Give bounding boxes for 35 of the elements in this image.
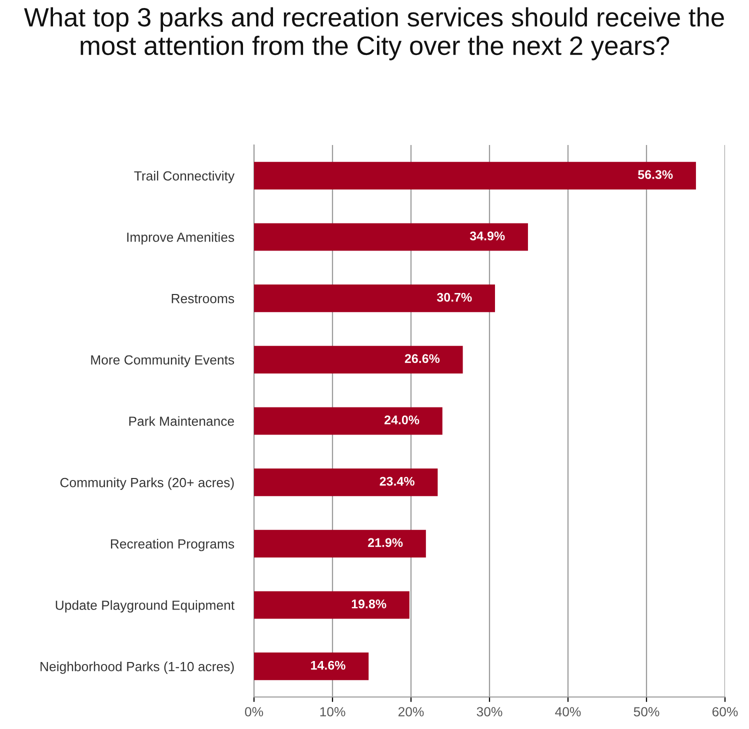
- data-label: 19.8%: [352, 600, 386, 608]
- data-label: 26.6%: [404, 354, 440, 364]
- bar: [254, 223, 528, 251]
- y-tick-label: Park Maintenance: [129, 416, 234, 426]
- bar: [254, 284, 495, 312]
- bar: [254, 162, 696, 190]
- bar: [254, 652, 369, 680]
- x-tick-label: 20%: [398, 707, 424, 716]
- x-tick-label: 30%: [476, 707, 502, 716]
- x-tick-label: 60%: [712, 707, 738, 716]
- data-label: 24.0%: [384, 416, 420, 424]
- x-tick-label: 10%: [320, 707, 346, 716]
- data-label: 34.9%: [470, 232, 505, 240]
- bar: [254, 407, 442, 435]
- y-tick-label: Improve Amenities: [127, 232, 234, 245]
- chart-title: What top 3 parks and recreation services should receive the most attention from the City over the next 2 years?: [24, 7, 724, 60]
- y-tick-label: Recreation Programs: [110, 538, 234, 552]
- x-tick-label: 50%: [634, 707, 660, 716]
- y-tick-label: Neighborhood Parks (1-10 acres): [40, 662, 234, 674]
- bar: [254, 530, 426, 558]
- y-tick-label: More Community Events: [91, 354, 234, 368]
- bar: [254, 591, 410, 619]
- data-label: 23.4%: [380, 476, 414, 486]
- y-tick-label: Trail Connectivity: [134, 170, 235, 184]
- bar: [254, 346, 463, 374]
- data-label: 14.6%: [311, 660, 346, 670]
- data-label: 21.9%: [368, 538, 403, 548]
- x-tick-label: 0%: [244, 707, 264, 716]
- bar: [254, 468, 438, 496]
- data-label: 30.7%: [436, 292, 472, 302]
- y-tick-label: Community Parks (20+ acres): [60, 478, 234, 490]
- y-tick-label: Update Playground Equipment: [56, 600, 234, 613]
- data-label: 56.3%: [638, 170, 673, 180]
- y-tick-label: Restrooms: [172, 294, 234, 304]
- x-tick-label: 40%: [555, 707, 581, 716]
